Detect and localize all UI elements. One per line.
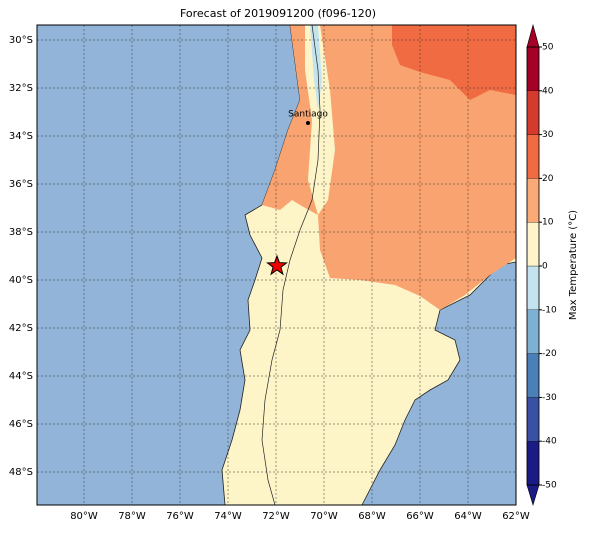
lat-label: 42°S: [9, 323, 33, 334]
colorbar-bin: [526, 309, 540, 354]
colorbar-bin: [526, 90, 540, 135]
colorbar-tick-label: -10: [542, 305, 557, 315]
colorbar-tick-label: 0: [542, 262, 548, 272]
colorbar-tick-label: -30: [542, 393, 557, 403]
map: 30°S 32°S 34°S 36°S 38°S 40°S 42°S 44°S 46°S 48°S…: [9, 24, 530, 522]
lon-label: 64°W: [454, 511, 482, 522]
andes-strip: [305, 25, 335, 215]
lat-label: 36°S: [9, 179, 33, 190]
colorbar-bin: [526, 353, 540, 398]
lat-label: 30°S: [9, 35, 33, 46]
lat-label: 38°S: [9, 227, 33, 238]
location-star: [266, 254, 288, 276]
colorbar-bin: [526, 178, 540, 223]
colorbar-tick-label: 10: [542, 218, 554, 228]
lon-label: 68°W: [358, 511, 386, 522]
lat-label: 34°S: [9, 131, 33, 142]
colorbar-extend-high: [526, 23, 540, 48]
colorbar-tick-label: -50: [542, 481, 557, 491]
lat-label: 40°S: [9, 275, 33, 286]
city-dot: [306, 121, 310, 125]
colorbar-bin: [526, 222, 540, 267]
colorbar-bin: [526, 441, 540, 486]
city-label: Santiago: [288, 110, 328, 120]
colorbar-tick-label: -40: [542, 437, 557, 447]
colorbar-tick-label: 30: [542, 130, 554, 140]
lon-label: 80°W: [70, 511, 98, 522]
border: [261, 24, 321, 506]
colorbar-tick-label: 20: [542, 174, 554, 184]
hot-region: [392, 25, 516, 100]
colorbar-extend-low: [526, 484, 540, 507]
lon-label: 74°W: [214, 511, 242, 522]
lon-label: 76°W: [166, 511, 194, 522]
lat-label: 44°S: [9, 371, 33, 382]
colorbar-bin: [526, 134, 540, 179]
colorbar-tick-label: 50: [542, 43, 554, 53]
lat-label: 32°S: [9, 83, 33, 94]
colorbar-bin: [526, 397, 540, 442]
colorbar-bin: [526, 265, 540, 310]
lon-label: 62°W: [502, 511, 530, 522]
lon-label: 70°W: [310, 511, 338, 522]
title: Forecast of 2019091200 (f096-120): [180, 7, 376, 20]
map-frame: [36, 24, 517, 506]
graticule: 30°S 32°S 34°S 36°S 38°S 40°S 42°S 44°S 46°S 48°S…: [9, 25, 530, 522]
colorbar-tick-label: -20: [542, 349, 557, 359]
lat-label: 46°S: [9, 419, 33, 430]
colorbar: -50 -40 -30 -20 -10 0 10 20 30 40 50: [526, 23, 557, 507]
lon-label: 66°W: [406, 511, 434, 522]
lon-label: 72°W: [262, 511, 290, 522]
colorbar-label: Max Temperature (°C): [568, 210, 579, 320]
colorbar-tick-label: 40: [542, 86, 554, 96]
lat-label: 48°S: [9, 467, 33, 478]
lon-label: 78°W: [118, 511, 146, 522]
colorbar-bin: [526, 46, 540, 91]
